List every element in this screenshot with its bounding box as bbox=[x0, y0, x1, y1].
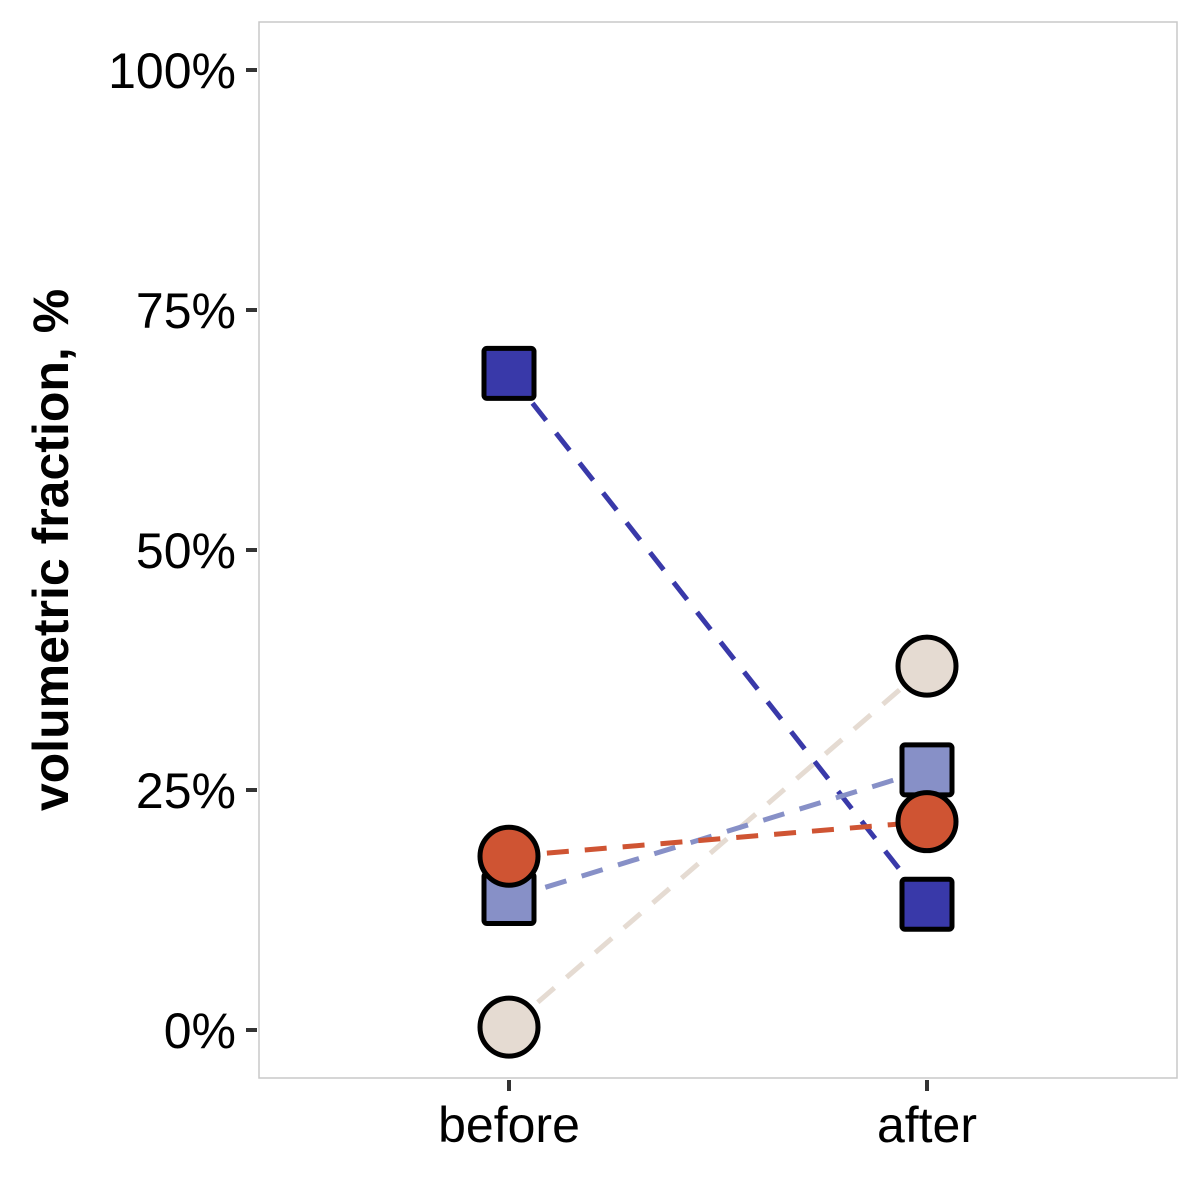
data-point-circle bbox=[895, 790, 959, 854]
data-point-circle bbox=[477, 995, 541, 1059]
data-point-square bbox=[481, 345, 537, 401]
x-tick-label: after bbox=[877, 1097, 977, 1153]
plot-panel-border bbox=[258, 21, 1178, 1079]
y-tick-label: 25% bbox=[136, 763, 236, 819]
data-point-square bbox=[899, 876, 955, 932]
series-points bbox=[477, 345, 959, 1059]
series-lines bbox=[507, 371, 929, 1030]
data-point-circle bbox=[895, 634, 959, 698]
y-tick-label: 75% bbox=[136, 283, 236, 339]
data-point-circle bbox=[477, 824, 541, 888]
y-tick-label: 50% bbox=[136, 523, 236, 579]
series-line bbox=[508, 819, 928, 859]
data-point-square bbox=[899, 742, 955, 798]
y-tick-label: 0% bbox=[164, 1003, 236, 1059]
series-line bbox=[507, 664, 929, 1030]
x-axis: before after bbox=[438, 1080, 977, 1153]
x-tick-label: before bbox=[438, 1097, 580, 1153]
y-axis-title: volumetric fraction, % bbox=[23, 289, 79, 811]
y-axis: 0% 25% 50% 75% 100% bbox=[108, 43, 257, 1059]
y-tick-label: 100% bbox=[108, 43, 236, 99]
